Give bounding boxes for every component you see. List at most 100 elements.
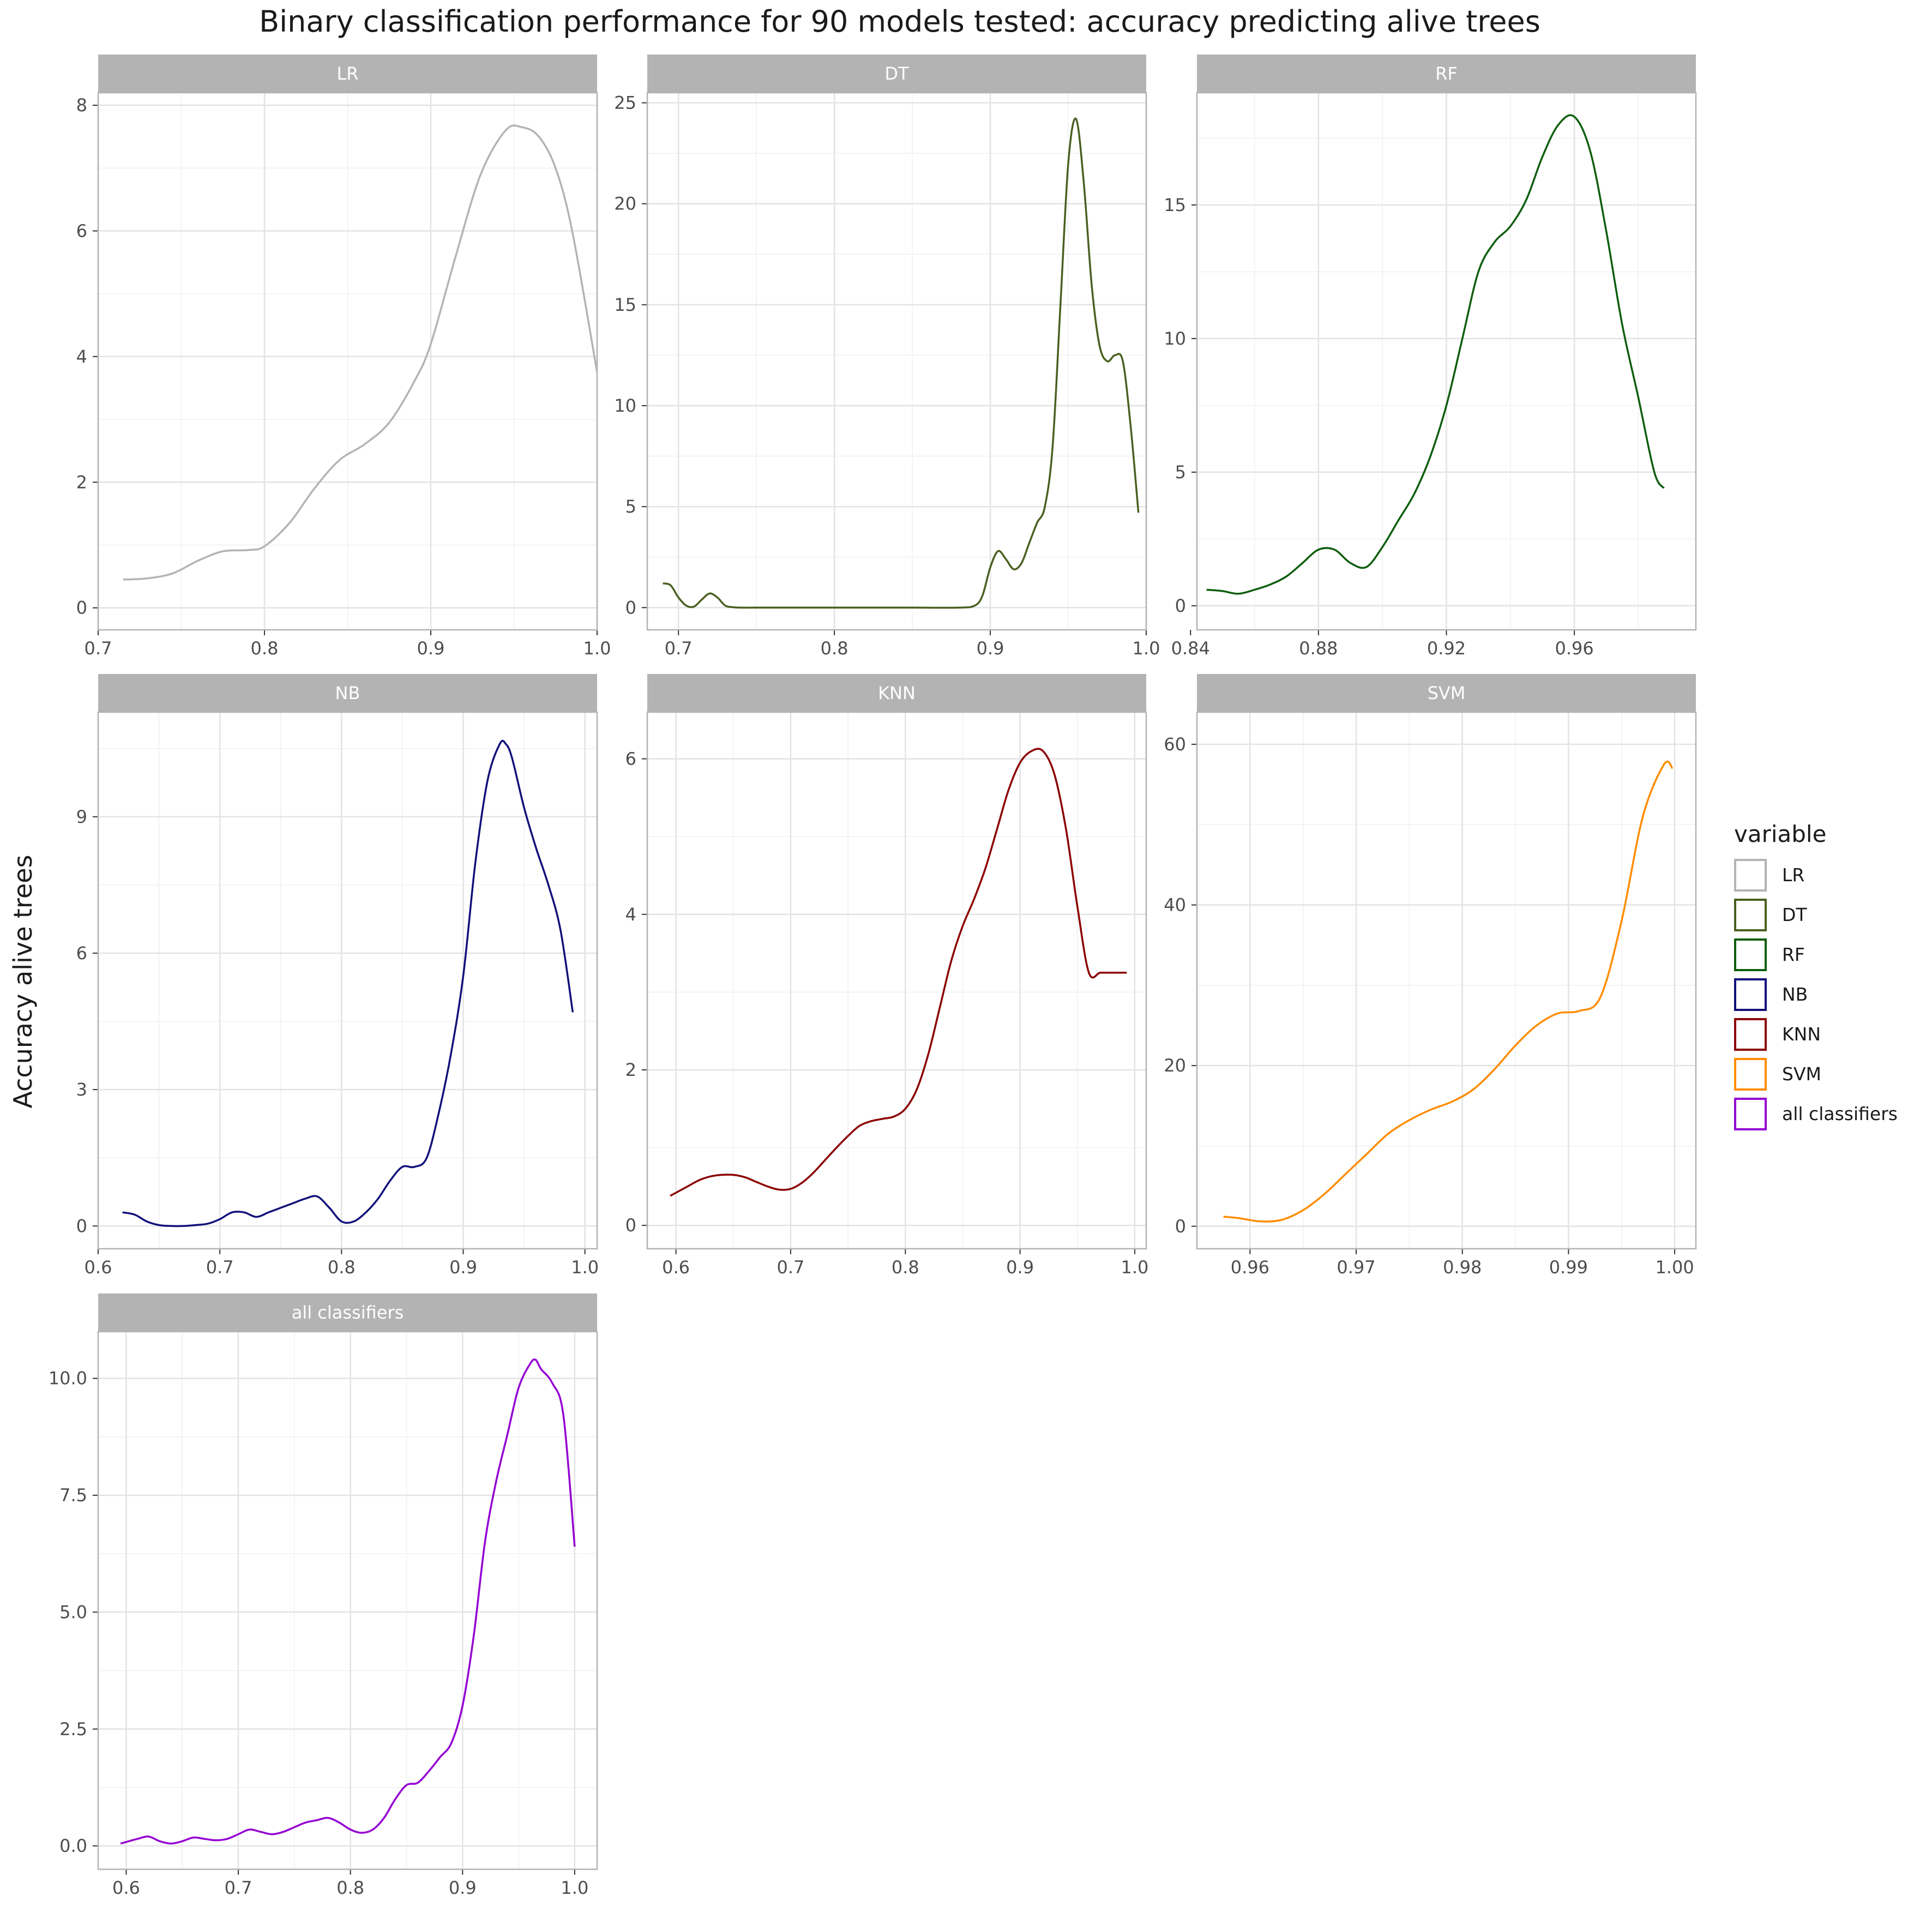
legend-label: SVM xyxy=(1782,1063,1821,1085)
x-tick-label: 0.88 xyxy=(1299,638,1338,659)
y-tick-label: 2 xyxy=(76,472,87,492)
y-tick-label: 60 xyxy=(1164,734,1186,755)
x-tick-label: 1.0 xyxy=(1121,1257,1149,1278)
legend-key xyxy=(1734,938,1767,971)
y-tick-label: 10.0 xyxy=(49,1368,87,1389)
density-line-lr xyxy=(123,124,598,581)
x-tick-label: 0.7 xyxy=(665,638,693,659)
legend-key xyxy=(1734,1097,1767,1130)
legend-label: NB xyxy=(1782,984,1808,1005)
facet-strip-label: NB xyxy=(335,683,360,703)
chart-title: Binary classification performance for 90… xyxy=(259,4,1540,39)
legend-label: DT xyxy=(1782,904,1807,925)
legend-item-dt: DT xyxy=(1734,895,1898,935)
panel-border xyxy=(97,92,598,631)
density-line-all-classifiers xyxy=(120,1358,576,1845)
facet-panel-knn: KNN 0.6 0.7 0.8 0.9 1.0 0 2 4 6 xyxy=(625,674,1149,1278)
y-tick-label: 0 xyxy=(76,1215,87,1236)
facet-strip-label: LR xyxy=(336,63,358,84)
x-tick-label: 0.98 xyxy=(1443,1257,1482,1278)
y-tick-label: 15 xyxy=(1164,195,1186,215)
density-line-rf xyxy=(1206,114,1665,595)
facet-strip xyxy=(647,674,1146,712)
y-tick-label: 6 xyxy=(76,220,87,241)
y-tick-label: 5 xyxy=(625,496,636,517)
y-tick-label: 5.0 xyxy=(59,1602,87,1622)
facet-strip xyxy=(1197,55,1696,93)
legend-label: RF xyxy=(1782,944,1805,965)
x-tick-label: 0.9 xyxy=(449,1257,477,1278)
y-tick-label: 40 xyxy=(1164,895,1186,916)
y-tick-label: 4 xyxy=(625,904,636,925)
facet-strip-label: DT xyxy=(884,63,909,84)
panel-border xyxy=(646,92,1147,631)
x-tick-label: 0.7 xyxy=(225,1877,252,1898)
x-tick-label: 0.9 xyxy=(977,638,1004,659)
facet-strip xyxy=(98,1293,597,1332)
x-tick-label: 1.0 xyxy=(583,638,611,659)
facet-strip-label: SVM xyxy=(1428,683,1466,703)
x-tick-label: 0.8 xyxy=(821,638,848,659)
x-tick-label: 0.8 xyxy=(336,1877,364,1898)
x-tick-label: 0.7 xyxy=(85,638,112,659)
x-tick-label: 1.0 xyxy=(571,1257,599,1278)
legend-key xyxy=(1734,898,1767,931)
facet-strip-label: all classifiers xyxy=(292,1302,404,1323)
facet-panel-lr: LR 0.7 0.8 0.9 1.0 0 2 4 6 8 xyxy=(76,55,611,659)
y-tick-label: 2 xyxy=(625,1060,636,1080)
x-tick-label: 0.8 xyxy=(892,1257,919,1278)
legend: variable LR DT RF NB KNN SVM all classifiers xyxy=(1734,821,1898,1134)
panel-border xyxy=(97,1331,598,1870)
legend-key xyxy=(1734,858,1767,892)
density-line-knn xyxy=(670,748,1127,1197)
facet-panel-all-classifiers: all classifiers 0.6 0.7 0.8 0.9 1.0 0.0 2.5 5.0 7… xyxy=(49,1293,598,1898)
x-tick-label: 0.92 xyxy=(1427,638,1466,659)
density-line-svm xyxy=(1223,760,1674,1223)
legend-key xyxy=(1734,1018,1767,1051)
y-tick-label: 0 xyxy=(1175,1216,1186,1237)
legend-items: LR DT RF NB KNN SVM all classifiers xyxy=(1734,855,1898,1134)
legend-item-svm: SVM xyxy=(1734,1054,1898,1094)
x-tick-label: 0.6 xyxy=(85,1257,112,1278)
x-tick-label: 0.7 xyxy=(777,1257,804,1278)
y-tick-label: 9 xyxy=(76,806,87,827)
legend-item-lr: LR xyxy=(1734,855,1898,895)
y-tick-label: 3 xyxy=(76,1079,87,1100)
facet-strip xyxy=(1197,674,1696,712)
y-tick-label: 4 xyxy=(76,346,87,367)
legend-label: all classifiers xyxy=(1782,1103,1898,1124)
density-line-nb xyxy=(122,739,574,1227)
x-tick-label: 0.97 xyxy=(1337,1257,1375,1278)
y-tick-label: 25 xyxy=(614,93,636,113)
legend-label: KNN xyxy=(1782,1024,1821,1045)
facet-panel-nb: NB 0.6 0.7 0.8 0.9 1.0 0 3 6 9 xyxy=(76,674,599,1278)
y-tick-label: 10 xyxy=(1164,328,1186,349)
panel-border xyxy=(97,711,598,1250)
x-tick-label: 0.6 xyxy=(662,1257,690,1278)
facet-panel-dt: DT 0.7 0.8 0.9 1.0 0 5 10 15 20 25 xyxy=(614,55,1160,659)
panel-border xyxy=(1196,711,1697,1250)
facet-strip xyxy=(98,674,597,712)
y-tick-label: 8 xyxy=(76,95,87,116)
facet-strip-label: KNN xyxy=(878,683,916,703)
legend-key xyxy=(1734,978,1767,1011)
legend-label: LR xyxy=(1782,864,1805,886)
y-tick-label: 2.5 xyxy=(59,1719,87,1740)
x-tick-label: 0.99 xyxy=(1549,1257,1588,1278)
x-tick-label: 0.9 xyxy=(1006,1257,1034,1278)
x-tick-label: 1.00 xyxy=(1655,1257,1694,1278)
x-tick-label: 0.96 xyxy=(1231,1257,1269,1278)
facet-panel-svm: SVM 0.96 0.97 0.98 0.99 1.00 0 20 40 60 xyxy=(1164,674,1697,1278)
x-tick-label: 0.8 xyxy=(251,638,279,659)
facet-strip xyxy=(98,55,597,93)
facet-strip xyxy=(647,55,1146,93)
legend-item-knn: KNN xyxy=(1734,1014,1898,1054)
x-tick-label: 0.6 xyxy=(112,1877,140,1898)
y-tick-label: 10 xyxy=(614,395,636,416)
x-tick-label: 0.84 xyxy=(1171,638,1210,659)
y-tick-label: 20 xyxy=(614,194,636,214)
x-tick-label: 0.9 xyxy=(417,638,445,659)
x-tick-label: 0.96 xyxy=(1555,638,1593,659)
panel-border xyxy=(1196,92,1697,631)
density-line-dt xyxy=(663,117,1140,609)
